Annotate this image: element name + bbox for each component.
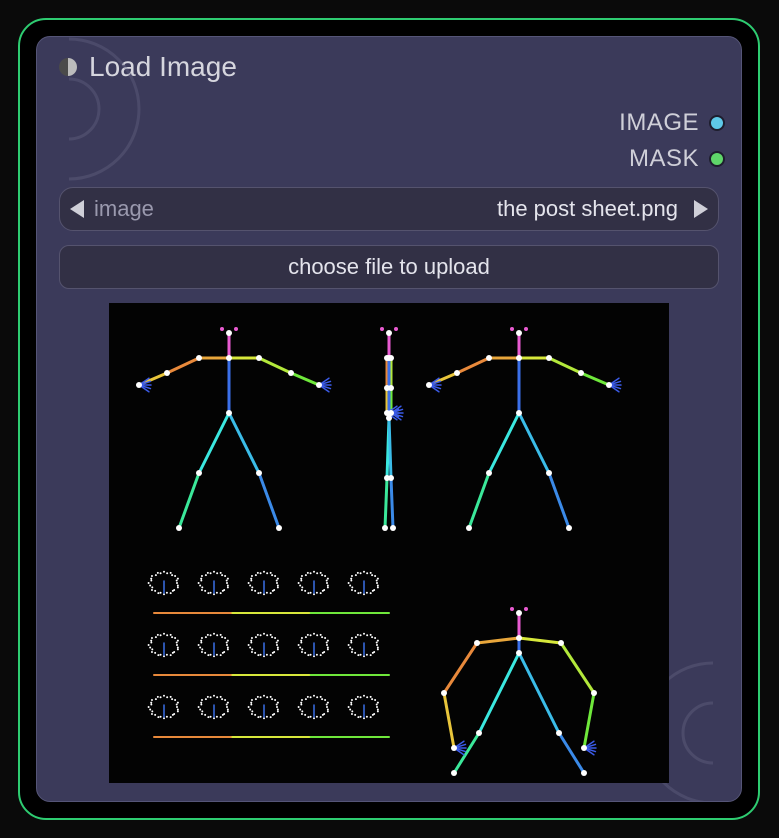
- output-label: IMAGE: [619, 109, 699, 137]
- upload-button-label: choose file to upload: [288, 254, 490, 280]
- image-preview[interactable]: [109, 303, 669, 783]
- prev-image-icon[interactable]: [70, 200, 84, 218]
- outer-frame: Load Image IMAGE MASK image the post she…: [18, 18, 760, 820]
- output-label: MASK: [629, 145, 699, 173]
- output-port-icon[interactable]: [709, 115, 725, 131]
- image-selector[interactable]: image the post sheet.png: [59, 187, 719, 231]
- selector-param-label: image: [94, 196, 154, 222]
- node-title: Load Image: [89, 51, 237, 83]
- output-port-icon[interactable]: [709, 151, 725, 167]
- node-header[interactable]: Load Image: [37, 37, 741, 91]
- collapse-toggle-icon[interactable]: [59, 58, 77, 76]
- pose-sheet-svg: [109, 303, 669, 783]
- node-controls: image the post sheet.png choose file to …: [37, 187, 741, 289]
- load-image-node: Load Image IMAGE MASK image the post she…: [36, 36, 742, 802]
- node-outputs: IMAGE MASK: [37, 91, 741, 187]
- choose-file-button[interactable]: choose file to upload: [59, 245, 719, 289]
- selector-value: the post sheet.png: [497, 196, 678, 222]
- output-image[interactable]: IMAGE: [619, 109, 725, 137]
- next-image-icon[interactable]: [694, 200, 708, 218]
- output-mask[interactable]: MASK: [629, 145, 725, 173]
- preview-container: [37, 289, 741, 783]
